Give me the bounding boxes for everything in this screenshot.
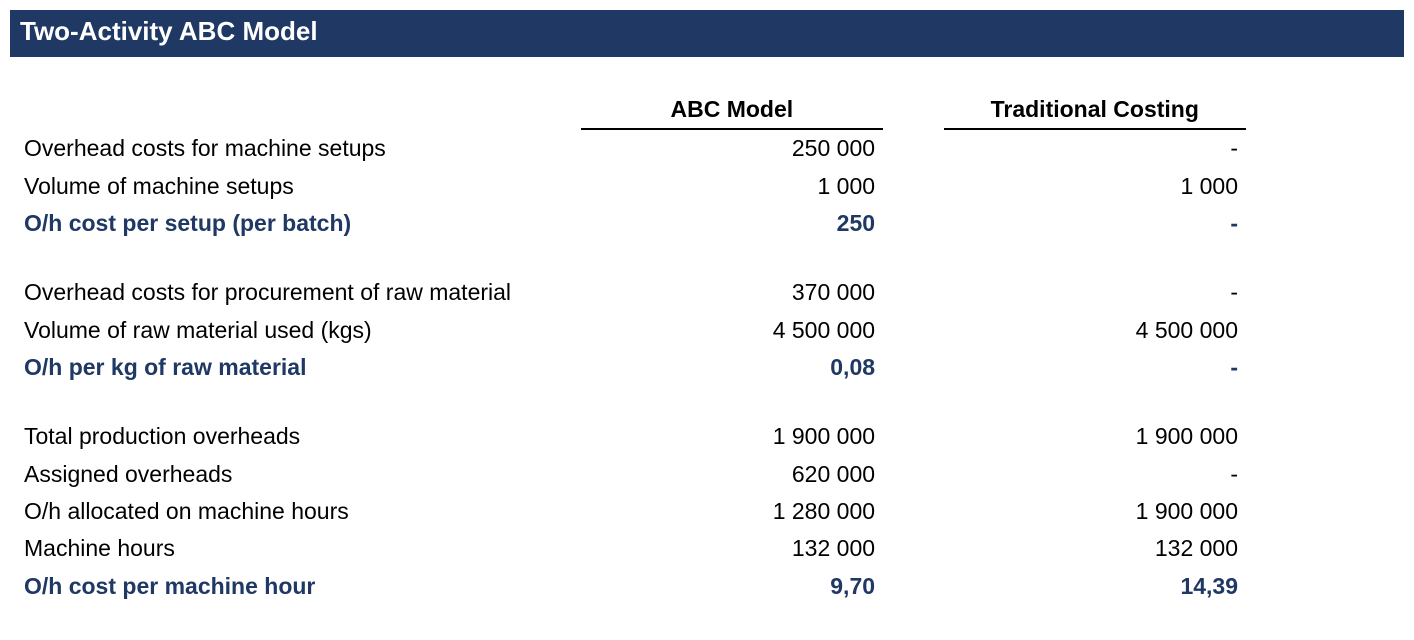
table-row-emphasis: O/h cost per machine hour 9,70 14,39 [16,568,1246,605]
row-abc: 370 000 [581,274,883,311]
row-abc: 4 500 000 [581,312,883,349]
row-gap [883,274,943,311]
table-row: Overhead costs for procurement of raw ma… [16,274,1246,311]
row-label: Assigned overheads [16,456,581,493]
abc-table: ABC Model Traditional Costing Overhead c… [16,91,1246,605]
row-trad: - [944,349,1246,386]
table-row: Assigned overheads 620 000 - [16,456,1246,493]
row-gap [883,168,943,205]
row-label: Machine hours [16,530,581,567]
row-gap [883,205,943,242]
row-gap [883,349,943,386]
col-head-trad: Traditional Costing [944,91,1246,129]
row-trad: 14,39 [944,568,1246,605]
table-row: O/h allocated on machine hours 1 280 000… [16,493,1246,530]
row-gap [883,456,943,493]
row-gap [883,129,943,167]
row-abc: 250 [581,205,883,242]
table-row: Total production overheads 1 900 000 1 9… [16,418,1246,455]
row-label: Total production overheads [16,418,581,455]
row-trad: - [944,205,1246,242]
section-title: Two-Activity ABC Model [20,16,318,46]
row-abc: 0,08 [581,349,883,386]
table-row-emphasis: O/h per kg of raw material 0,08 - [16,349,1246,386]
row-label: Volume of machine setups [16,168,581,205]
header-gap [883,91,943,129]
table-row: Volume of machine setups 1 000 1 000 [16,168,1246,205]
table-row-emphasis: O/h cost per setup (per batch) 250 - [16,205,1246,242]
table-row: Volume of raw material used (kgs) 4 500 … [16,312,1246,349]
header-spacer [16,91,581,129]
row-trad: - [944,129,1246,167]
row-abc: 9,70 [581,568,883,605]
row-abc: 1 000 [581,168,883,205]
row-label: Overhead costs for machine setups [16,129,581,167]
row-abc: 620 000 [581,456,883,493]
section-title-bar: Two-Activity ABC Model [10,10,1404,57]
table-spacer [16,386,1246,418]
col-head-abc: ABC Model [581,91,883,129]
row-gap [883,418,943,455]
row-trad: 1 900 000 [944,418,1246,455]
row-label: O/h cost per machine hour [16,568,581,605]
row-trad: - [944,274,1246,311]
row-abc: 250 000 [581,129,883,167]
row-gap [883,493,943,530]
row-trad: 1 000 [944,168,1246,205]
row-gap [883,568,943,605]
row-label: Volume of raw material used (kgs) [16,312,581,349]
row-trad: - [944,456,1246,493]
row-trad: 4 500 000 [944,312,1246,349]
table-row: Overhead costs for machine setups 250 00… [16,129,1246,167]
table-spacer [16,242,1246,274]
table-header-row: ABC Model Traditional Costing [16,91,1246,129]
row-label: O/h cost per setup (per batch) [16,205,581,242]
table-row: Machine hours 132 000 132 000 [16,530,1246,567]
row-label: O/h allocated on machine hours [16,493,581,530]
row-trad: 132 000 [944,530,1246,567]
row-gap [883,312,943,349]
row-trad: 1 900 000 [944,493,1246,530]
row-label: O/h per kg of raw material [16,349,581,386]
row-abc: 132 000 [581,530,883,567]
row-abc: 1 900 000 [581,418,883,455]
row-abc: 1 280 000 [581,493,883,530]
row-gap [883,530,943,567]
row-label: Overhead costs for procurement of raw ma… [16,274,581,311]
